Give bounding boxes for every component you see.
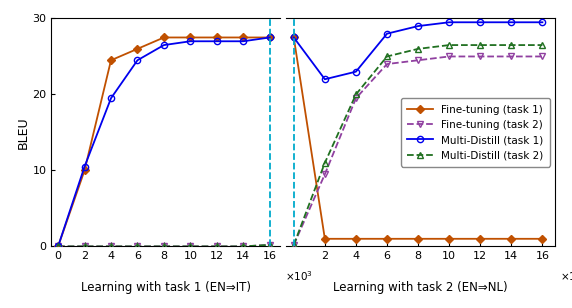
Text: $\times 10^3$: $\times 10^3$ <box>560 269 572 283</box>
Y-axis label: BLEU: BLEU <box>17 116 30 149</box>
X-axis label: Learning with task 2 (EN⇒NL): Learning with task 2 (EN⇒NL) <box>333 281 508 294</box>
Legend: Fine-tuning (task 1), Fine-tuning (task 2), Multi-Distill (task 1), Multi-Distil: Fine-tuning (task 1), Fine-tuning (task … <box>400 98 550 167</box>
Text: $\times 10^3$: $\times 10^3$ <box>285 269 313 283</box>
X-axis label: Learning with task 1 (EN⇒IT): Learning with task 1 (EN⇒IT) <box>81 281 251 294</box>
